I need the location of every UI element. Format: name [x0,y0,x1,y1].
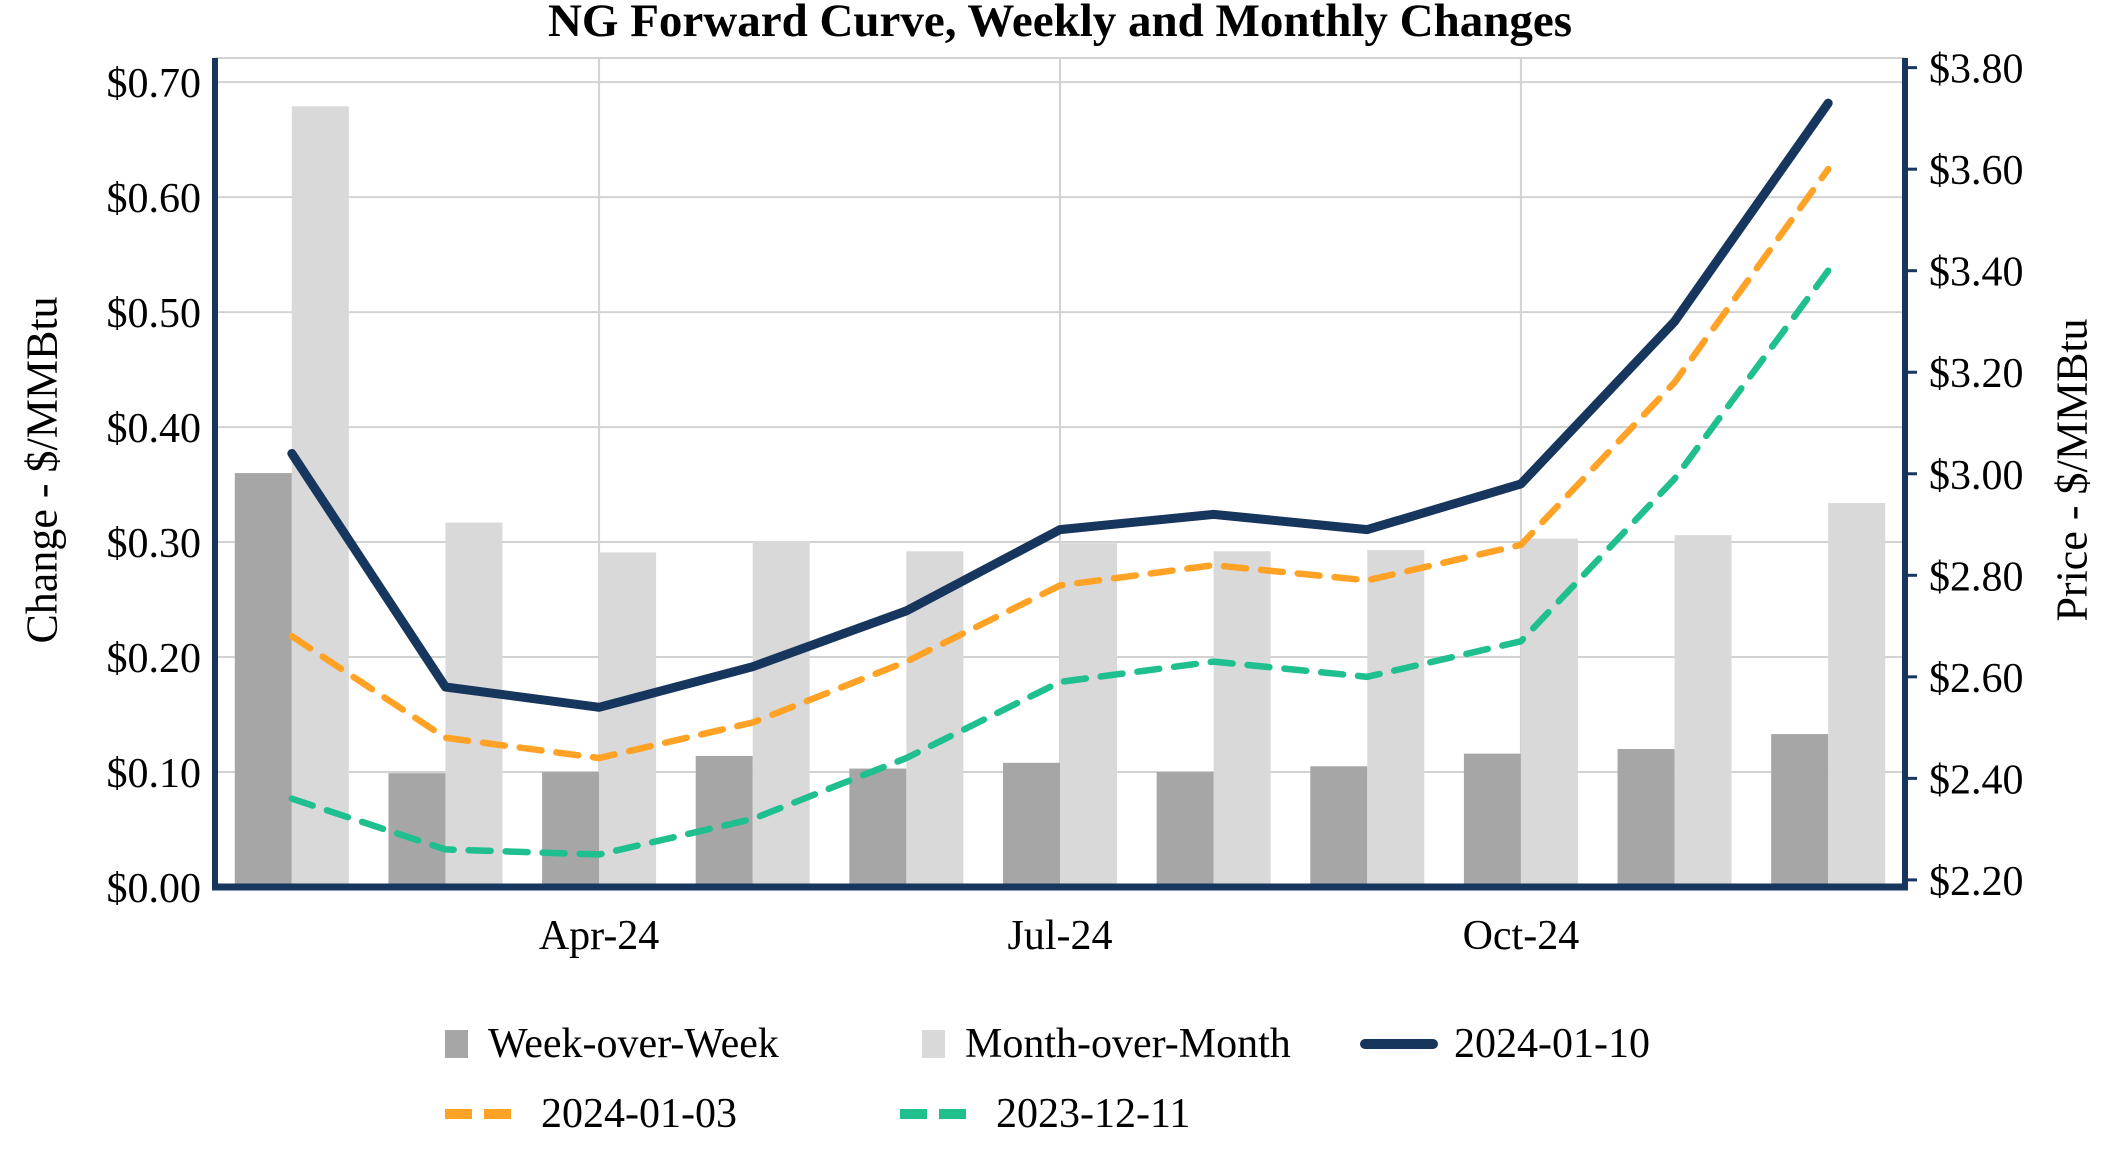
right-axis-tick-label: $2.40 [1929,757,2024,803]
bar-week-over-week [1463,753,1521,887]
left-axis-tick-label: $0.40 [107,406,202,452]
left-axis-tick-label: $0.20 [107,636,202,682]
chart-title: NG Forward Curve, Weekly and Monthly Cha… [547,0,1573,47]
bar-week-over-week [1310,766,1368,887]
bar-month-over-month [1060,543,1117,887]
bar-week-over-week [1156,772,1214,887]
bar-month-over-month [1674,535,1732,887]
right-axis-tick-label: $3.40 [1929,250,2024,296]
left-axis-tick-label: $0.50 [107,291,202,337]
bar-month-over-month [1367,550,1425,887]
bar-week-over-week [234,473,292,887]
left-axis-tick-label: $0.10 [107,751,202,797]
right-axis-tick-label: $2.80 [1929,554,2024,600]
left-axis-tick-label: $0.60 [107,176,202,222]
right-axis-tick-label: $3.20 [1929,351,2024,397]
bar-month-over-month [599,552,657,887]
bar-week-over-week [388,773,446,887]
line-2023-12-11 [288,267,1832,858]
left-axis-tick-label: $0.70 [107,61,202,107]
x-axis-tick-label: Apr-24 [539,913,659,959]
bar-month-over-month [1520,538,1578,887]
line-2024-01-10 [287,98,1833,712]
bar-week-over-week [1771,734,1829,887]
x-axis-tick-label: Jul-24 [1008,913,1113,959]
line-2024-01-03 [288,165,1832,762]
right-axis-tick-label: $3.80 [1929,47,2024,93]
bar-week-over-week [849,768,907,887]
bar-month-over-month [445,522,503,887]
right-axis-tick-label: $3.00 [1929,453,2024,499]
bar-week-over-week [1003,762,1060,887]
right-axis-tick-label: $2.60 [1929,656,2024,702]
left-axis-tick-label: $0.30 [107,521,202,567]
right-axis-tick-label: $3.60 [1929,148,2024,194]
left-axis-tick-label: $0.00 [107,866,202,912]
bar-week-over-week [1617,749,1675,887]
bar-month-over-month [1213,551,1271,887]
x-axis-tick-label: Oct-24 [1463,913,1580,959]
bar-week-over-week [542,772,600,887]
right-axis-tick-label: $2.20 [1929,859,2024,905]
bar-month-over-month [1828,502,1886,887]
